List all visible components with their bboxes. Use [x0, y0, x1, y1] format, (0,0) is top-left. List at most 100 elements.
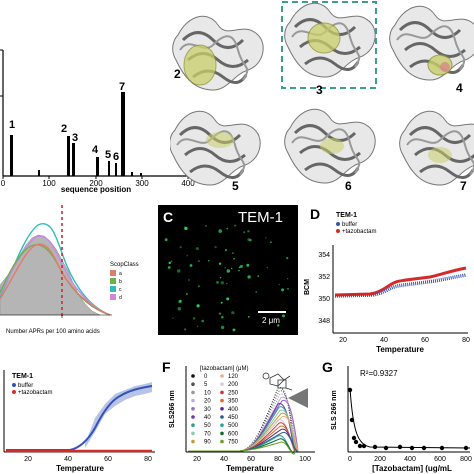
- y-axis-label: SLS 266 nm: [331, 390, 338, 430]
- legend-item: 500: [228, 423, 239, 429]
- legend-item: 30: [204, 407, 211, 413]
- apr-profile-plot: 0 100 200 300 400 1 2 3 4 5 6 7 sequence pos…: [0, 49, 195, 194]
- x-tick: 80: [462, 337, 470, 344]
- y-tick: 348: [318, 318, 330, 325]
- sls-dose-response-plot: G SLS 266 nm R²=0.9327 0 200 400 600 800…: [322, 359, 472, 473]
- x-axis-label: sequence position: [61, 185, 131, 194]
- legend-item: 50: [204, 423, 211, 429]
- apr-minor-peak: [131, 172, 133, 176]
- microscopy-image: C TEM-1 2 μm: [158, 205, 298, 335]
- sls-tazobactam-plot: F SLS266 nm [tazobactam] (μM) 0 5 10 20 30 40…: [162, 359, 315, 473]
- legend-item: 350: [228, 399, 239, 405]
- legend-item: 450: [228, 415, 239, 421]
- structure-5: [168, 109, 262, 187]
- structure-grid: 2 3 4 5 6 7: [168, 0, 474, 200]
- microscopy-title: TEM-1: [238, 209, 283, 226]
- x-axis-label: Number APRs per 100 amino acids: [6, 329, 100, 335]
- legend-item: 120: [228, 374, 239, 380]
- peak-label: 7: [119, 81, 125, 93]
- apr-peak-5: [108, 161, 110, 176]
- x-tick: 40: [220, 456, 228, 463]
- legend-item: 250: [228, 390, 239, 396]
- y-tick: 354: [318, 252, 330, 259]
- y-axis-label: SLS266 nm: [169, 390, 176, 428]
- apr-peak-4: [96, 157, 99, 176]
- legend-item: 600: [228, 431, 239, 437]
- panel-letter: G: [322, 359, 333, 375]
- apr-minor-peak: [38, 170, 40, 176]
- structure-7: [398, 109, 474, 187]
- structure-label: 4: [456, 81, 463, 95]
- legend-item: d: [119, 295, 122, 301]
- x-tick: 0: [1, 179, 6, 188]
- legend-item: buffer: [342, 222, 357, 228]
- legend-item: 10: [204, 390, 211, 396]
- legend-item: b: [119, 279, 122, 285]
- legend-item: 0: [204, 374, 208, 380]
- x-axis-label: Temperature: [56, 464, 104, 473]
- structure-label: 3: [316, 83, 323, 97]
- apr-peak-6: [115, 163, 117, 176]
- scale-bar: [258, 311, 286, 313]
- peak-label: 5: [105, 149, 111, 161]
- apr-density-plot: Number APRs per 100 amino acids ScopClas…: [0, 205, 139, 335]
- x-tick: 80: [144, 456, 152, 463]
- x-tick: 40: [380, 337, 388, 344]
- y-tick: 350: [318, 296, 330, 303]
- y-axis-label: BCM: [304, 279, 311, 295]
- x-tick: 20: [24, 456, 32, 463]
- x-tick: 300: [135, 179, 149, 188]
- legend-item: 70: [204, 431, 211, 437]
- legend-item: 750: [228, 440, 239, 446]
- tazobactam-structure: [262, 372, 293, 391]
- peak-label: 1: [9, 119, 15, 131]
- peak-label: 3: [72, 132, 78, 144]
- x-tick: 20: [193, 456, 201, 463]
- legend-item: buffer: [18, 383, 33, 389]
- apr-peak-7: [121, 92, 125, 176]
- legend-item: 40: [204, 415, 211, 421]
- structure-label: 2: [174, 67, 181, 81]
- legend-title: ScopClass: [110, 262, 139, 268]
- sls-tem1-plot: TEM-1 buffer +tazobactam 20 40 60 80 Tem…: [3, 370, 155, 473]
- structure-label: 5: [232, 179, 239, 193]
- bcm-plot: D TEM-1 buffer +tazobactam 354 352 350 3…: [304, 206, 470, 354]
- apr-minor-peak: [140, 173, 142, 176]
- x-tick: 800: [460, 456, 472, 463]
- structure-3: [283, 1, 377, 79]
- x-axis-label: Temperature: [226, 464, 274, 473]
- legend-item: a: [119, 271, 122, 277]
- panel-letter: D: [310, 206, 320, 222]
- peak-label: 2: [61, 123, 67, 135]
- legend-item: 200: [228, 382, 239, 388]
- x-tick: 40: [64, 456, 72, 463]
- apr-peak-3: [72, 143, 75, 176]
- structure-6: [283, 107, 377, 185]
- x-tick: 600: [434, 456, 446, 463]
- x-tick: 100: [299, 456, 311, 463]
- peak-label: 6: [113, 151, 119, 163]
- structure-label: 6: [345, 179, 352, 193]
- legend-item: +tazobactam: [18, 390, 53, 396]
- x-tick: 200: [89, 179, 103, 188]
- legend-item: 90: [204, 440, 211, 446]
- peak-label: 4: [92, 144, 99, 156]
- y-tick: 352: [318, 274, 330, 281]
- panel-letter: C: [163, 209, 174, 225]
- x-tick: 200: [374, 456, 386, 463]
- legend-item: c: [119, 287, 122, 293]
- apr-peak-2: [67, 136, 70, 176]
- x-tick: 60: [421, 337, 429, 344]
- x-tick: 60: [247, 456, 255, 463]
- x-tick: 100: [42, 179, 56, 188]
- legend-title: [tazobactam] (μM): [200, 366, 248, 372]
- structure-4: [388, 4, 474, 82]
- x-axis-label: [Tazobactam] (ug/mL: [372, 464, 452, 473]
- structure-2: [171, 14, 265, 92]
- x-tick: 400: [181, 179, 195, 188]
- scale-bar-label: 2 μm: [262, 316, 280, 325]
- plot-title: TEM-1: [12, 373, 33, 380]
- plot-title: TEM-1: [336, 212, 357, 219]
- legend-item: +tazobactam: [342, 229, 377, 235]
- legend-item: 5: [204, 382, 208, 388]
